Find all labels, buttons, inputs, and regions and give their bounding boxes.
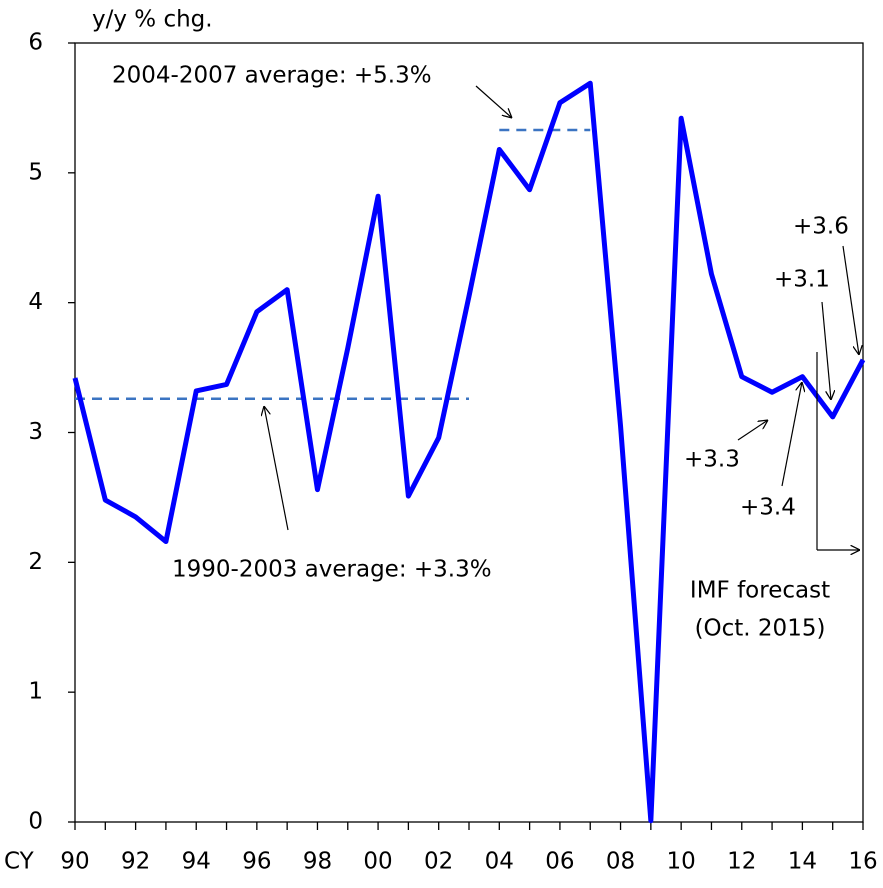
arrow	[264, 406, 289, 531]
x-tick-label: 06	[545, 849, 574, 875]
y-tick-label: 6	[28, 30, 43, 56]
y-tick-label: 4	[28, 289, 43, 315]
annotation: IMF forecast	[690, 578, 830, 604]
annotation: 1990-2003 average: +3.3%	[172, 557, 492, 583]
plot-frame	[74, 42, 864, 823]
x-tick-label: 96	[242, 849, 271, 875]
x-tick-label: 16	[848, 849, 877, 875]
x-tick-label: 04	[485, 849, 514, 875]
x-tick-label: 00	[363, 849, 392, 875]
arrow	[737, 420, 768, 441]
y-tick-label: 0	[28, 809, 43, 835]
x-axis-label: CY	[4, 849, 35, 875]
y-axis-label: y/y % chg.	[92, 7, 213, 33]
x-tick-label: 90	[60, 849, 89, 875]
series-line	[72, 80, 866, 824]
annotation: 2004-2007 average: +5.3%	[112, 63, 432, 89]
x-tick-label: 98	[303, 849, 332, 875]
x-tick-label: 02	[424, 849, 453, 875]
arrow	[821, 301, 831, 400]
annotation: (Oct. 2015)	[695, 616, 826, 642]
y-tick-label: 2	[28, 549, 43, 575]
annotation: +3.1	[774, 267, 830, 293]
x-tick-label: 10	[667, 849, 696, 875]
y-tick-label: 3	[28, 419, 43, 445]
y-tick-label: 1	[28, 679, 43, 705]
x-tick-label: 94	[182, 849, 211, 875]
annotation: +3.3	[684, 447, 740, 473]
arrow	[842, 245, 859, 355]
annotation: +3.6	[793, 214, 849, 240]
arrow	[475, 85, 512, 118]
x-tick-label: 92	[121, 849, 150, 875]
x-tick-label: 12	[727, 849, 756, 875]
annotation: +3.4	[740, 495, 796, 521]
x-tick-label: 14	[788, 849, 817, 875]
arrow	[781, 382, 802, 487]
y-tick-label: 5	[28, 159, 43, 185]
x-tick-label: 08	[606, 849, 635, 875]
